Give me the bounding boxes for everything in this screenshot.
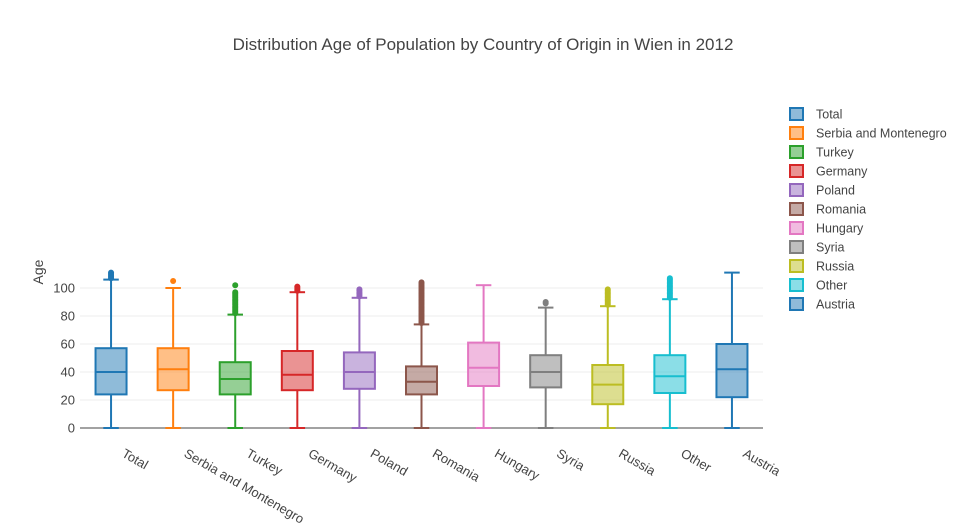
legend-swatch (789, 164, 804, 178)
legend-item[interactable]: Other (789, 278, 847, 293)
x-tick-label: Romania (430, 446, 483, 485)
legend-swatch (789, 126, 804, 140)
x-tick-label: Poland (368, 446, 411, 479)
legend-swatch (789, 297, 804, 311)
legend-swatch (789, 183, 804, 197)
chart-title: Distribution Age of Population by Countr… (233, 35, 734, 54)
box-russia (591, 286, 625, 429)
y-axis-title: Age (30, 259, 46, 284)
legend-label: Germany (816, 165, 868, 179)
box-serbia-and-montenegro (156, 278, 190, 429)
x-tick-label: Russia (616, 446, 659, 479)
legend-item[interactable]: Austria (789, 297, 855, 312)
legend-item[interactable]: Poland (789, 183, 855, 198)
x-tick-label: Germany (306, 446, 360, 486)
x-tick-label: Syria (554, 446, 588, 474)
legend-item[interactable]: Turkey (789, 145, 854, 160)
legend-label: Serbia and Montenegro (816, 127, 947, 141)
box-body (342, 351, 376, 390)
legend[interactable]: Total Serbia and Montenegro Turkey Germany P… (789, 107, 947, 312)
x-tick-label: Austria (740, 446, 783, 480)
box-plots (94, 269, 749, 429)
outlier-point (294, 283, 301, 290)
outlier-point (232, 282, 239, 289)
y-axis-ticks: 0 20 40 60 80 100 (53, 281, 75, 436)
legend-item[interactable]: Syria (789, 240, 845, 255)
y-tick-label: 100 (53, 281, 75, 296)
legend-label: Austria (816, 298, 855, 312)
y-tick-label: 20 (61, 393, 75, 408)
legend-item[interactable]: Germany (789, 164, 868, 179)
box-other (653, 275, 687, 429)
x-tick-label: Turkey (244, 446, 286, 479)
box-total (94, 269, 128, 429)
legend-swatch (789, 240, 804, 254)
outlier-point (666, 275, 673, 282)
box-body (405, 365, 438, 396)
box-body (467, 341, 501, 388)
box-germany (280, 283, 314, 429)
y-tick-label: 40 (61, 365, 75, 380)
legend-item[interactable]: Romania (789, 202, 866, 217)
outlier-point (418, 279, 425, 286)
x-tick-label: Other (678, 446, 714, 476)
box-hungary (467, 284, 501, 429)
legend-label: Russia (816, 260, 854, 274)
legend-item[interactable]: Hungary (789, 221, 864, 236)
box-turkey (218, 282, 252, 429)
legend-swatch (789, 202, 804, 216)
box-austria (715, 271, 749, 429)
box-poland (342, 286, 376, 429)
legend-item[interactable]: Total (789, 107, 842, 122)
outlier-point (232, 289, 239, 296)
x-tick-label: Total (120, 446, 151, 473)
legend-swatch (789, 221, 804, 235)
x-tick-label: Hungary (492, 446, 542, 484)
legend-label: Other (816, 279, 847, 293)
outlier-point (604, 286, 611, 293)
outlier-point (108, 269, 115, 276)
box-romania (405, 279, 438, 429)
y-tick-label: 60 (61, 337, 75, 352)
legend-label: Poland (816, 184, 855, 198)
box-syria (529, 299, 563, 429)
legend-item[interactable]: Russia (789, 259, 854, 274)
legend-label: Syria (816, 241, 845, 255)
box-body (715, 343, 749, 399)
legend-swatch (789, 278, 804, 292)
legend-item[interactable]: Serbia and Montenegro (789, 126, 947, 141)
y-tick-label: 80 (61, 309, 75, 324)
y-tick-label: 0 (68, 421, 75, 436)
legend-label: Hungary (816, 222, 864, 236)
legend-label: Romania (816, 203, 866, 217)
legend-swatch (789, 107, 804, 121)
box-body (653, 354, 687, 395)
legend-swatch (789, 259, 804, 273)
box-body (280, 350, 314, 392)
outlier-point (356, 286, 363, 293)
outlier-point (542, 299, 549, 305)
legend-swatch (789, 145, 804, 159)
legend-label: Turkey (816, 146, 854, 160)
outlier-point (170, 278, 177, 284)
legend-label: Total (816, 108, 842, 122)
